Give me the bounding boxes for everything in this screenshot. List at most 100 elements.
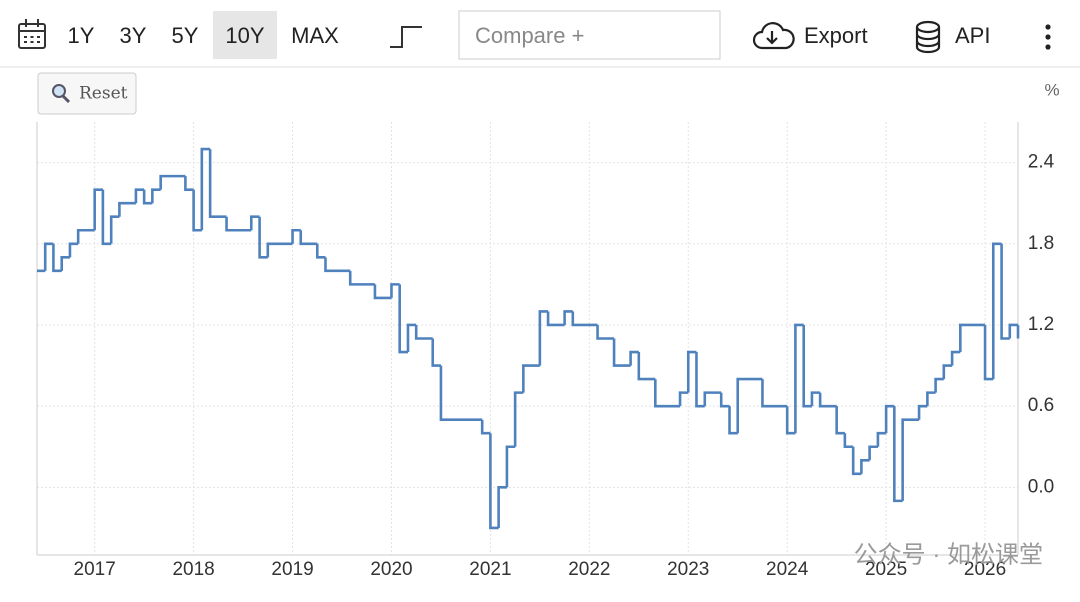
x-tick-label: 2020 [370,559,412,580]
step-segment [942,364,953,380]
range-button[interactable]: 1Y [68,23,95,48]
y-tick-label: 2.4 [1028,152,1055,173]
step-segment [439,365,483,421]
step-segment [52,243,62,273]
step-segment [686,350,697,393]
step-segment [736,377,763,434]
x-tick-label: 2023 [667,559,709,580]
step-segment [596,324,615,340]
step-segment [324,257,351,273]
y-tick-label: 0.0 [1028,476,1054,497]
step-segment [208,149,227,219]
step-segment [497,486,507,528]
compare-placeholder[interactable]: Compare + [475,23,584,48]
step-segment [876,431,887,447]
step-segment [159,174,186,190]
grid: 0.0 0.6 1.2 1.8 2.4 2017 2018 2019 2020 2021 2022 2… [37,122,1055,580]
step-segment [68,242,79,258]
step-segment [538,310,549,366]
step-segment [1008,323,1018,339]
step-segment [200,147,211,231]
step-segment [184,176,194,191]
range-button[interactable]: 3Y [120,23,147,48]
range-button[interactable]: 10Y [225,23,264,48]
step-segment [291,228,301,244]
step-segment [431,338,441,367]
step-segment [414,324,433,340]
range-button[interactable]: 5Y [172,23,199,48]
step-segment [118,201,136,217]
step-segment [851,446,862,476]
range-selected-bg[interactable] [213,11,277,59]
unit-label: % [1044,80,1059,99]
step-segment [192,189,202,232]
step-segment [950,350,961,366]
x-tick-label: 2019 [271,559,313,580]
step-segment [926,391,936,407]
step-segment [843,433,854,449]
y-tick-label: 0.6 [1028,395,1054,416]
step-segment [60,256,70,271]
step-segment [860,458,870,474]
step-segment [43,242,54,271]
step-segment [695,352,705,408]
step-segment [934,377,944,393]
calendar-icon[interactable] [18,19,46,49]
step-segment [612,338,631,367]
step-segment [917,404,928,420]
step-segment [629,350,639,366]
step-segment [785,406,796,435]
step-segment [959,323,986,353]
x-tick-label: 2021 [469,559,511,580]
range-button[interactable]: MAX [291,23,339,48]
step-segment [983,324,994,381]
toolbar: Compare + Export API 1Y 3Y 5Y 10Y MAX [0,10,1080,68]
step-segment [810,391,821,407]
api-icon[interactable] [915,20,941,54]
step-segment [901,418,920,501]
step-segment [258,216,268,259]
step-segment [835,406,845,435]
watermark: 公众号 · 如松课堂 [854,541,1043,568]
step-segment [266,242,293,258]
step-segment [522,364,540,393]
step-segment [893,406,903,503]
y-tick-label: 1.2 [1028,314,1054,335]
step-segment [142,189,153,205]
x-tick-label: 2018 [172,559,214,580]
more-menu[interactable] [1045,24,1051,50]
api-button[interactable]: API [955,23,990,48]
step-segment [348,270,375,286]
step-segment [489,433,499,530]
step-segment [513,391,524,447]
step-segment [1000,243,1010,340]
step-segment [563,310,573,325]
series [37,147,1020,530]
step-segment [480,419,491,435]
step-segment [678,391,689,407]
reset-label[interactable]: Reset [79,84,128,104]
step-segment [637,352,656,381]
step-segment [884,404,895,434]
step-segment [761,379,788,408]
compare-input[interactable] [458,10,721,60]
y-tick-label: 1.8 [1028,233,1054,254]
reset-button[interactable]: Reset [37,72,137,115]
step-segment [719,392,730,408]
step-segment [802,324,812,408]
step-segment [390,283,400,298]
step-segment [76,228,95,244]
export-button[interactable]: Export [804,23,868,48]
step-icon[interactable] [390,26,422,48]
export-icon[interactable] [752,22,795,50]
step-segment [818,392,837,408]
step-segment [406,323,417,353]
step-segment [571,311,598,327]
step-segment [101,189,112,246]
step-segment [249,215,260,231]
step-segment [373,284,392,300]
step-segment [991,242,1002,380]
step-segment [134,188,145,204]
step-segment [728,406,738,435]
